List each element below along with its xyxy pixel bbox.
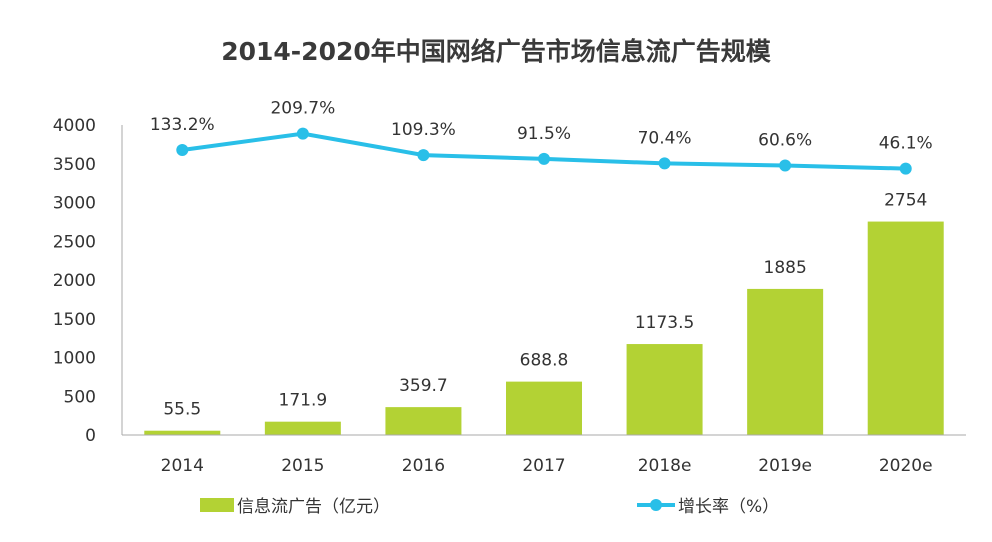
line-point bbox=[538, 152, 550, 165]
x-tick-label: 2016 bbox=[402, 456, 445, 476]
legend-bar-swatch bbox=[200, 498, 234, 512]
line-data-label: 109.3% bbox=[391, 120, 456, 140]
y-tick-label: 0 bbox=[85, 426, 96, 446]
x-axis: 2014 2015 2016 2017 2018e 2019e 2020e bbox=[122, 434, 966, 476]
line-data-label: 133.2% bbox=[150, 115, 215, 135]
x-tick-label: 2020e bbox=[879, 456, 933, 476]
x-tick-label: 2019e bbox=[758, 456, 812, 476]
bar bbox=[747, 288, 824, 435]
line-data-label: 46.1% bbox=[879, 134, 933, 154]
y-tick-label: 1000 bbox=[53, 349, 96, 369]
line-data-label: 60.6% bbox=[758, 130, 812, 150]
bar bbox=[626, 344, 703, 435]
x-tick-label: 2015 bbox=[281, 456, 324, 476]
bar-data-label: 2754 bbox=[884, 191, 927, 211]
legend: 信息流广告（亿元） 增长率（%） bbox=[200, 497, 779, 517]
y-tick-label: 2000 bbox=[53, 271, 96, 291]
line-data-label: 209.7% bbox=[270, 99, 335, 119]
y-tick-label: 3000 bbox=[53, 194, 96, 214]
y-tick-label: 2500 bbox=[53, 232, 96, 252]
line-data-label: 70.4% bbox=[638, 128, 692, 148]
x-tick-label: 2014 bbox=[161, 456, 204, 476]
bar-series: 55.5 171.9 359.7 688.8 1173.5 1885 2754 bbox=[144, 191, 944, 435]
line-point bbox=[658, 157, 671, 170]
line-point bbox=[779, 159, 792, 172]
bar-data-label: 1173.5 bbox=[635, 313, 694, 333]
bar bbox=[867, 221, 944, 435]
bar-data-label: 55.5 bbox=[163, 400, 201, 420]
y-tick-label: 1500 bbox=[53, 310, 96, 330]
line-point bbox=[899, 162, 912, 175]
legend-line-label: 增长率（%） bbox=[678, 497, 779, 517]
legend-line-marker bbox=[650, 499, 662, 511]
bar-data-label: 171.9 bbox=[279, 391, 328, 411]
legend-bar-label: 信息流广告（亿元） bbox=[237, 497, 390, 517]
bar-data-label: 359.7 bbox=[399, 376, 448, 396]
bar-data-label: 1885 bbox=[764, 258, 807, 278]
chart-title: 2014-2020年中国网络广告市场信息流广告规模 bbox=[221, 37, 772, 66]
x-tick-label: 2017 bbox=[522, 456, 565, 476]
y-tick-label: 500 bbox=[64, 387, 96, 407]
line-point bbox=[417, 149, 430, 162]
x-tick-label: 2018e bbox=[638, 456, 692, 476]
y-tick-label: 4000 bbox=[53, 116, 96, 136]
bar-data-label: 688.8 bbox=[520, 351, 569, 371]
bar bbox=[506, 381, 582, 435]
line-point bbox=[176, 143, 189, 156]
bar bbox=[144, 430, 221, 435]
y-tick-label: 3500 bbox=[53, 155, 96, 175]
y-axis: 0 500 1000 1500 2000 2500 3000 3500 4000 bbox=[53, 116, 123, 446]
line-data-label: 91.5% bbox=[517, 124, 571, 144]
bar bbox=[385, 407, 462, 435]
bar bbox=[264, 421, 341, 435]
line-point bbox=[296, 127, 309, 140]
line-series: 133.2% 209.7% 109.3% 91.5% 70.4% 60.6% 46.1% bbox=[150, 99, 933, 175]
